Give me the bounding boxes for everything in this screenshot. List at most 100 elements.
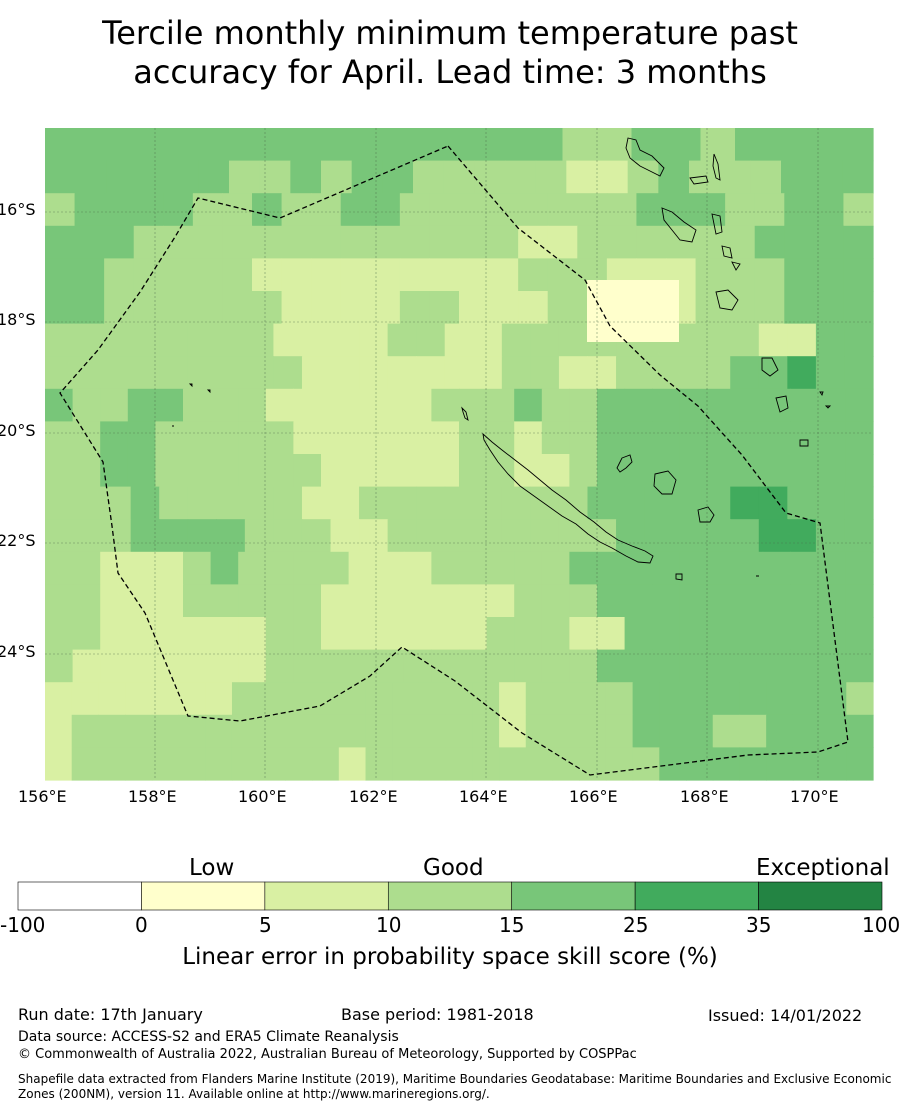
grid-cell (790, 649, 819, 683)
grid-cell (155, 617, 184, 651)
grid-cell (238, 649, 267, 683)
grid-cell (431, 617, 460, 651)
grid-cell (45, 486, 75, 520)
grid-cell (514, 584, 543, 618)
grid-cell (844, 519, 874, 553)
grid-cell (403, 388, 432, 422)
grid-cell (505, 160, 537, 194)
grid-cell (541, 551, 570, 585)
grid-cell (238, 551, 267, 585)
lat-label-18s: 18°S (0, 310, 36, 329)
grid-cell (133, 258, 164, 292)
grid-cell (340, 225, 371, 259)
grid-cell (100, 649, 129, 683)
grid-cell (700, 128, 736, 162)
grid-cell (790, 454, 819, 488)
grid-cell (216, 323, 246, 357)
grid-cell (501, 519, 531, 553)
shapefile-credit: Shapefile data extracted from Flanders M… (18, 1072, 900, 1102)
grid-cell (133, 193, 164, 227)
grid-cell (817, 617, 846, 651)
grid-cell (45, 747, 73, 781)
grid-cell (418, 682, 447, 716)
grid-cell (265, 421, 294, 455)
grid-cell (265, 617, 294, 651)
lon-label-160e: 160°E (238, 787, 287, 806)
grid-cell (666, 193, 697, 227)
grid-cell (244, 323, 275, 357)
grid-cell (813, 193, 845, 227)
grid-cell (514, 388, 543, 422)
lat-label-16s: 16°S (0, 200, 36, 219)
grid-cell (547, 258, 578, 292)
grid-cell (155, 584, 184, 618)
grid-cell (359, 519, 389, 553)
grid-cell (376, 421, 405, 455)
grid-cell (488, 291, 519, 325)
grid-cell (518, 193, 549, 227)
grid-cell (843, 193, 874, 227)
tanna (775, 395, 789, 413)
grid-cell (845, 649, 874, 683)
grid-cell (301, 486, 332, 520)
grid-cell (790, 421, 819, 455)
grid-cell (666, 225, 697, 259)
grid-cell (127, 617, 156, 651)
grid-cell (762, 388, 791, 422)
grid-cell (781, 160, 813, 194)
grid-cell (229, 160, 261, 194)
grid-cell (192, 225, 224, 259)
colorbar-label: Linear error in probability space skill … (182, 944, 718, 970)
grid-cell (695, 193, 726, 227)
grid-cell (707, 649, 736, 683)
grid-cell (127, 551, 156, 585)
grid-cell (725, 193, 756, 227)
grid-cell (459, 454, 488, 488)
grid-cell (376, 617, 405, 651)
grid-cell (348, 421, 377, 455)
grid-cell (216, 519, 246, 553)
grid-cell (45, 454, 74, 488)
grid-cell (45, 128, 81, 162)
grid-cell (330, 519, 360, 553)
grid-cell (321, 421, 350, 455)
grid-cell (488, 193, 519, 227)
grid-cell (252, 225, 283, 259)
grid-cell (846, 682, 874, 716)
grid-cell (525, 682, 554, 716)
grid-cell (762, 649, 791, 683)
grid-cell (370, 225, 401, 259)
grid-cell (312, 714, 340, 748)
grid-cell (100, 421, 129, 455)
grid-cell (321, 160, 353, 194)
grid-cell (387, 486, 417, 520)
grid-cell (210, 388, 239, 422)
grid-cell (72, 584, 101, 618)
grid-cell (445, 682, 473, 716)
grid-cell (499, 714, 527, 748)
grid-cell (73, 323, 103, 357)
grid-cell (210, 421, 239, 455)
grid-cell (499, 747, 527, 781)
grid-cell (301, 356, 332, 390)
grid-cell (399, 193, 431, 227)
grid-cell (673, 486, 703, 520)
lat-label-20s: 20°S (0, 421, 36, 440)
grid-cell (673, 356, 703, 390)
grid-cell (750, 160, 782, 194)
isle-of-pines (675, 573, 683, 581)
grid-cell (627, 160, 659, 194)
grid-cell (762, 454, 791, 488)
grid-cell (281, 291, 312, 325)
grid-cell (183, 421, 212, 455)
title-line-2: accuracy for April. Lead time: 3 months (133, 53, 767, 91)
grid-cell (605, 747, 634, 781)
grid-cell (311, 258, 342, 292)
grid-cell (730, 519, 760, 553)
grid-cell (547, 225, 578, 259)
grid-cell (79, 128, 115, 162)
grid-cell (222, 225, 253, 259)
grid-cell (265, 551, 294, 585)
grid-cell (376, 454, 405, 488)
colorbar-bin (141, 881, 266, 911)
